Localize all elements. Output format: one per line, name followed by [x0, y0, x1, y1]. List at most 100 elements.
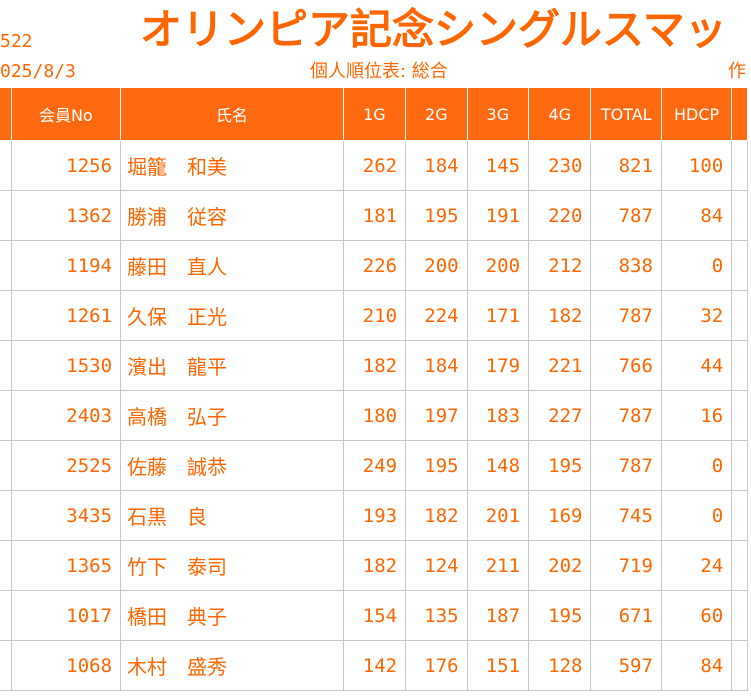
- cell-g3: 187: [466, 590, 530, 641]
- cell-member-no: 1068: [10, 640, 122, 691]
- cell-g3: 145: [466, 140, 530, 191]
- cell-name: 竹下 泰司: [120, 540, 344, 591]
- cell-g3: 201: [466, 490, 530, 541]
- ranking-table: 会員No 氏名 1G 2G 3G 4G TOTAL HDCP 1256 堀籠 和美…: [0, 87, 748, 691]
- cell-g2: 195: [405, 440, 468, 491]
- cell-name: 佐藤 誠恭: [120, 440, 344, 491]
- cell-g2: 184: [405, 340, 468, 391]
- header-3g: 3G: [466, 87, 530, 141]
- report-date: 025/8/3: [0, 61, 76, 82]
- cell-name: 藤田 直人: [120, 240, 344, 291]
- cell-hdcp: 0: [660, 490, 733, 541]
- cell-total: 787: [590, 190, 662, 241]
- cell-g3: 211: [466, 540, 530, 591]
- header-name: 氏名: [120, 87, 344, 141]
- cell-g4: 169: [528, 490, 592, 541]
- rank-cell: [0, 290, 12, 341]
- next-cell: [731, 540, 748, 591]
- cell-member-no: 1256: [10, 140, 122, 191]
- cell-hdcp: 84: [660, 190, 733, 241]
- table-row: 1256 堀籠 和美 262 184 145 230 821 100: [0, 140, 748, 191]
- cell-member-no: 2403: [10, 390, 122, 441]
- rank-cell: [0, 240, 12, 291]
- next-cell: [731, 390, 748, 441]
- cell-g3: 151: [466, 640, 530, 691]
- report-code: 522: [0, 31, 33, 52]
- cell-g1: 226: [342, 240, 407, 291]
- rank-cell: [0, 490, 12, 541]
- cell-g1: 154: [342, 590, 407, 641]
- cell-g2: 200: [405, 240, 468, 291]
- header-rank-cell: [0, 87, 12, 141]
- rank-cell: [0, 590, 12, 641]
- cell-g4: 182: [528, 290, 592, 341]
- rank-cell: [0, 540, 12, 591]
- cell-g1: 210: [342, 290, 407, 341]
- cell-hdcp: 0: [660, 240, 733, 291]
- report-title: オリンピア記念シングルスマッ: [140, 5, 727, 54]
- cell-name: 橋田 典子: [120, 590, 344, 641]
- cell-hdcp: 32: [660, 290, 733, 341]
- header-total: TOTAL: [590, 87, 662, 141]
- cell-total: 766: [590, 340, 662, 391]
- next-cell: [731, 640, 748, 691]
- cell-g3: 179: [466, 340, 530, 391]
- cell-g4: 202: [528, 540, 592, 591]
- cell-g4: 195: [528, 440, 592, 491]
- cell-name: 木村 盛秀: [120, 640, 344, 691]
- next-cell: [731, 590, 748, 641]
- rank-cell: [0, 190, 12, 241]
- cell-member-no: 1194: [10, 240, 122, 291]
- cell-name: 堀籠 和美: [120, 140, 344, 191]
- header-hdcp: HDCP: [660, 87, 733, 141]
- cell-g1: 262: [342, 140, 407, 191]
- cell-g2: 224: [405, 290, 468, 341]
- table-row: 1017 橋田 典子 154 135 187 195 671 60: [0, 590, 748, 641]
- header-1g: 1G: [342, 87, 407, 141]
- cell-g4: 212: [528, 240, 592, 291]
- cell-g4: 195: [528, 590, 592, 641]
- cell-g1: 142: [342, 640, 407, 691]
- cell-g4: 221: [528, 340, 592, 391]
- cell-g3: 171: [466, 290, 530, 341]
- cell-hdcp: 44: [660, 340, 733, 391]
- cell-hdcp: 16: [660, 390, 733, 441]
- cell-g4: 227: [528, 390, 592, 441]
- next-cell: [731, 490, 748, 541]
- table-row: 1068 木村 盛秀 142 176 151 128 597 84: [0, 640, 748, 691]
- cell-g2: 182: [405, 490, 468, 541]
- cell-g1: 180: [342, 390, 407, 441]
- cell-total: 719: [590, 540, 662, 591]
- cell-total: 787: [590, 440, 662, 491]
- cell-g3: 191: [466, 190, 530, 241]
- cell-g2: 195: [405, 190, 468, 241]
- cell-g4: 230: [528, 140, 592, 191]
- header-member-no: 会員No: [10, 87, 122, 141]
- cell-total: 597: [590, 640, 662, 691]
- cell-g1: 182: [342, 340, 407, 391]
- next-cell: [731, 440, 748, 491]
- cell-hdcp: 24: [660, 540, 733, 591]
- cell-total: 671: [590, 590, 662, 641]
- cell-member-no: 1017: [10, 590, 122, 641]
- cell-name: 久保 正光: [120, 290, 344, 341]
- rank-cell: [0, 340, 12, 391]
- report-subtitle: 個人順位表: 総合: [310, 61, 448, 82]
- cell-member-no: 1261: [10, 290, 122, 341]
- cell-g1: 249: [342, 440, 407, 491]
- cell-g3: 183: [466, 390, 530, 441]
- report-creator: 作: [728, 61, 746, 82]
- rank-cell: [0, 440, 12, 491]
- next-cell: [731, 290, 748, 341]
- cell-g4: 220: [528, 190, 592, 241]
- header-2g: 2G: [405, 87, 468, 141]
- table-row: 3435 石黒 良 193 182 201 169 745 0: [0, 490, 748, 541]
- cell-g2: 124: [405, 540, 468, 591]
- cell-hdcp: 100: [660, 140, 733, 191]
- cell-total: 821: [590, 140, 662, 191]
- cell-g2: 197: [405, 390, 468, 441]
- table-row: 1365 竹下 泰司 182 124 211 202 719 24: [0, 540, 748, 591]
- cell-name: 勝浦 従容: [120, 190, 344, 241]
- cell-g1: 181: [342, 190, 407, 241]
- cell-g2: 135: [405, 590, 468, 641]
